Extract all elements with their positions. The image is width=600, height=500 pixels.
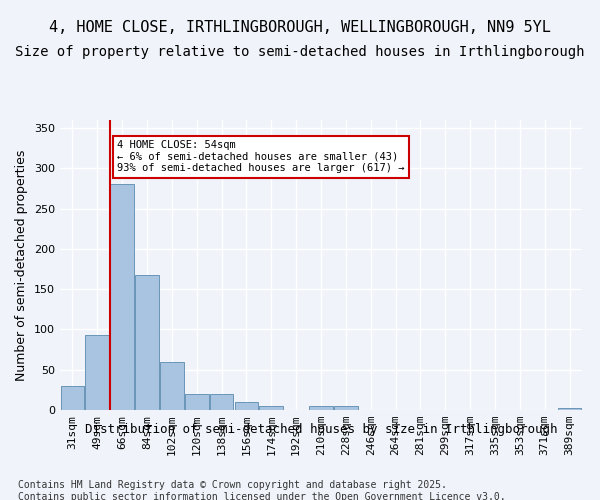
Bar [185,394,209,410]
Text: 4 HOME CLOSE: 54sqm
← 6% of semi-detached houses are smaller (43)
93% of semi-de: 4 HOME CLOSE: 54sqm ← 6% of semi-detache… [117,140,404,173]
Bar [135,276,159,410]
Bar [558,408,581,410]
Bar [160,362,184,410]
Text: Contains public sector information licensed under the Open Government Licence v3: Contains public sector information licen… [18,492,506,500]
Bar [85,335,109,410]
Bar [110,184,134,410]
Y-axis label: Number of semi-detached properties: Number of semi-detached properties [16,150,28,380]
Bar [334,406,358,410]
Bar [309,406,333,410]
Bar [235,402,258,410]
Text: Distribution of semi-detached houses by size in Irthlingborough: Distribution of semi-detached houses by … [85,422,557,436]
Bar [259,406,283,410]
Bar [210,394,233,410]
Text: Contains HM Land Registry data © Crown copyright and database right 2025.: Contains HM Land Registry data © Crown c… [18,480,447,490]
Text: 4, HOME CLOSE, IRTHLINGBOROUGH, WELLINGBOROUGH, NN9 5YL: 4, HOME CLOSE, IRTHLINGBOROUGH, WELLINGB… [49,20,551,35]
Text: Size of property relative to semi-detached houses in Irthlingborough: Size of property relative to semi-detach… [15,45,585,59]
Bar [61,386,84,410]
